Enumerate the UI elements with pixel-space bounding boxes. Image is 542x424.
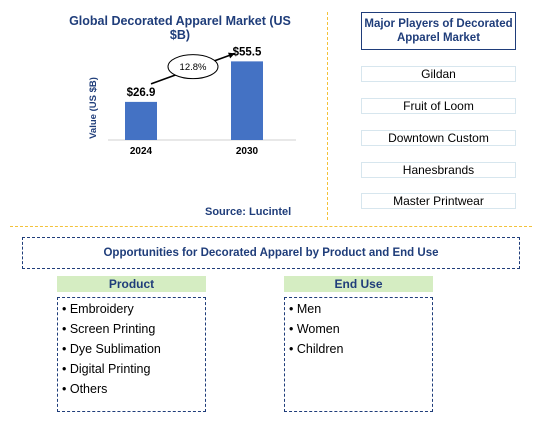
- list-item: • Dye Sublimation: [62, 342, 161, 356]
- player-item: Gildan: [361, 66, 516, 82]
- list-item: • Screen Printing: [62, 322, 156, 336]
- list-item: • Women: [289, 322, 340, 336]
- players-title: Major Players of Decorated Apparel Marke…: [361, 12, 516, 50]
- horizontal-divider: [10, 226, 532, 227]
- product-header: Product: [57, 276, 206, 292]
- player-item: Downtown Custom: [361, 130, 516, 146]
- list-item: • Others: [62, 382, 108, 396]
- growth-label: 12.8%: [180, 62, 207, 73]
- players-title-text: Major Players of Decorated Apparel Marke…: [364, 18, 513, 44]
- end-use-header: End Use: [284, 276, 433, 292]
- x-tick-label: 2024: [130, 146, 153, 157]
- vertical-divider: [327, 12, 328, 220]
- list-item: • Men: [289, 302, 322, 316]
- list-item: • Digital Printing: [62, 362, 151, 376]
- bar-chart: Value (US $B) $26.9 2024 $55.5 2030 12.8%: [88, 46, 296, 157]
- player-item: Fruit of Loom: [361, 98, 516, 114]
- player-item: Master Printwear: [361, 193, 516, 209]
- list-item: • Children: [289, 342, 344, 356]
- player-item: Hanesbrands: [361, 162, 516, 178]
- bar: [125, 101, 157, 140]
- source-label: Source: Lucintel: [205, 206, 292, 218]
- data-label: $55.5: [233, 46, 262, 58]
- y-axis-label: Value (US $B): [88, 77, 99, 139]
- data-label: $26.9: [127, 87, 156, 99]
- end-use-list: • Men • Women • Children: [284, 297, 433, 412]
- chart-title: Global Decorated Apparel Market (US $B): [69, 14, 291, 42]
- x-tick-label: 2030: [236, 146, 259, 157]
- bar: [231, 61, 263, 140]
- growth-ellipse: [167, 54, 219, 80]
- growth-arrowhead: [228, 52, 235, 59]
- product-list: • Embroidery • Screen Printing • Dye Sub…: [57, 297, 206, 412]
- opportunities-title: Opportunities for Decorated Apparel by P…: [22, 237, 520, 269]
- list-item: • Embroidery: [62, 302, 134, 316]
